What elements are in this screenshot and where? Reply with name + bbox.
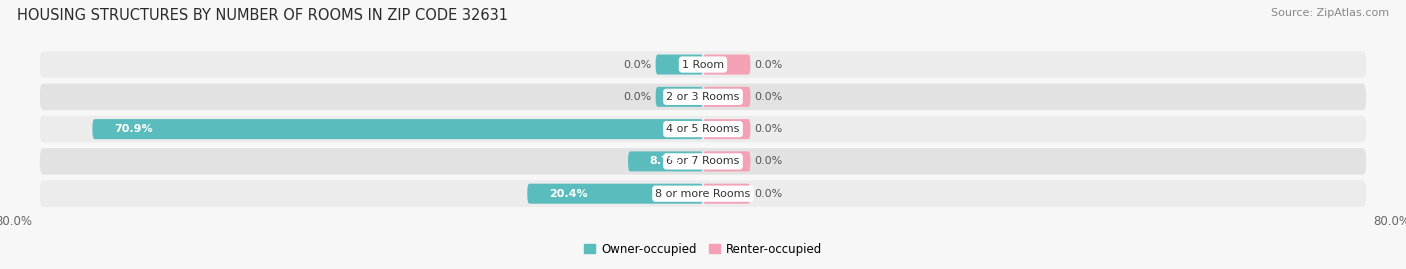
Text: 6 or 7 Rooms: 6 or 7 Rooms bbox=[666, 156, 740, 167]
Text: 8 or more Rooms: 8 or more Rooms bbox=[655, 189, 751, 199]
Legend: Owner-occupied, Renter-occupied: Owner-occupied, Renter-occupied bbox=[583, 243, 823, 256]
FancyBboxPatch shape bbox=[703, 119, 751, 139]
FancyBboxPatch shape bbox=[39, 51, 1367, 78]
FancyBboxPatch shape bbox=[628, 151, 703, 171]
Text: 0.0%: 0.0% bbox=[755, 156, 783, 167]
FancyBboxPatch shape bbox=[655, 87, 703, 107]
Text: 0.0%: 0.0% bbox=[755, 59, 783, 70]
FancyBboxPatch shape bbox=[703, 151, 751, 171]
Text: 8.7%: 8.7% bbox=[650, 156, 681, 167]
FancyBboxPatch shape bbox=[39, 148, 1367, 175]
Text: Source: ZipAtlas.com: Source: ZipAtlas.com bbox=[1271, 8, 1389, 18]
FancyBboxPatch shape bbox=[39, 116, 1367, 142]
FancyBboxPatch shape bbox=[703, 87, 751, 107]
FancyBboxPatch shape bbox=[703, 184, 751, 204]
Text: 0.0%: 0.0% bbox=[623, 92, 651, 102]
Text: HOUSING STRUCTURES BY NUMBER OF ROOMS IN ZIP CODE 32631: HOUSING STRUCTURES BY NUMBER OF ROOMS IN… bbox=[17, 8, 508, 23]
Text: 20.4%: 20.4% bbox=[548, 189, 588, 199]
Text: 0.0%: 0.0% bbox=[755, 92, 783, 102]
Text: 2 or 3 Rooms: 2 or 3 Rooms bbox=[666, 92, 740, 102]
FancyBboxPatch shape bbox=[655, 55, 703, 75]
FancyBboxPatch shape bbox=[39, 84, 1367, 110]
Text: 70.9%: 70.9% bbox=[114, 124, 153, 134]
Text: 0.0%: 0.0% bbox=[755, 124, 783, 134]
FancyBboxPatch shape bbox=[703, 55, 751, 75]
Text: 0.0%: 0.0% bbox=[623, 59, 651, 70]
Text: 4 or 5 Rooms: 4 or 5 Rooms bbox=[666, 124, 740, 134]
Text: 0.0%: 0.0% bbox=[755, 189, 783, 199]
FancyBboxPatch shape bbox=[527, 184, 703, 204]
FancyBboxPatch shape bbox=[93, 119, 703, 139]
FancyBboxPatch shape bbox=[39, 180, 1367, 207]
Text: 1 Room: 1 Room bbox=[682, 59, 724, 70]
